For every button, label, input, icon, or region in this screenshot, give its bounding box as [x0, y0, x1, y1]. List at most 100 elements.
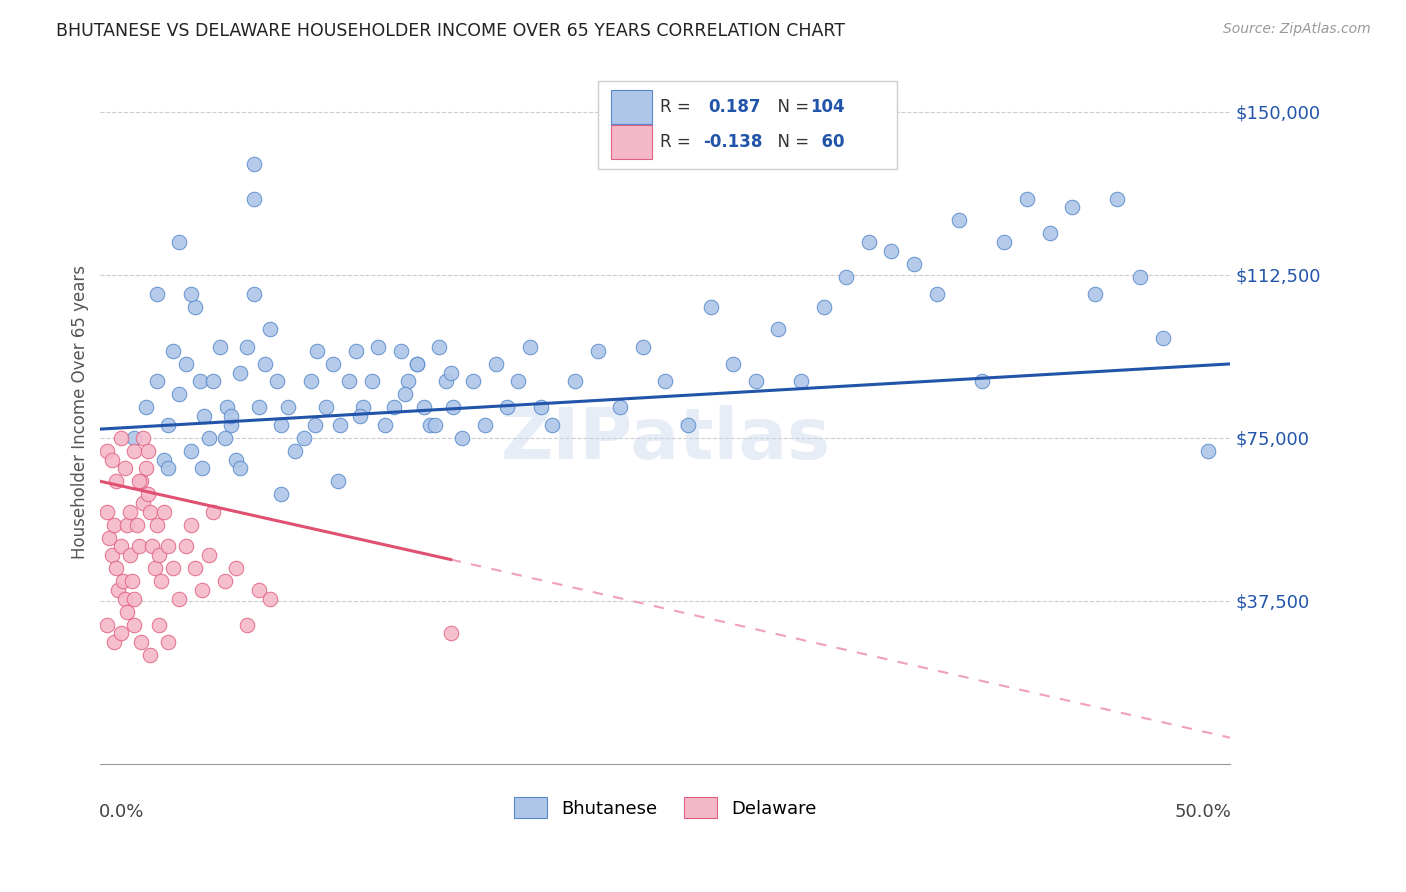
Point — [139, 648, 162, 662]
Point — [360, 374, 382, 388]
FancyBboxPatch shape — [612, 90, 652, 124]
Point — [496, 401, 519, 415]
Point — [790, 374, 813, 388]
Point — [326, 475, 349, 489]
Point — [394, 387, 416, 401]
Point — [169, 235, 191, 249]
Point — [209, 339, 232, 353]
Point — [405, 357, 427, 371]
Point — [128, 475, 150, 489]
Point — [236, 339, 259, 353]
Point — [157, 540, 180, 554]
Point — [389, 343, 412, 358]
Point — [125, 517, 148, 532]
Point — [508, 374, 530, 388]
Point — [114, 591, 136, 606]
Text: 50.0%: 50.0% — [1174, 803, 1232, 821]
Text: 60: 60 — [810, 133, 845, 151]
Point — [100, 452, 122, 467]
Text: R =: R = — [659, 133, 696, 151]
Point — [463, 374, 485, 388]
Point — [1038, 227, 1060, 241]
Point — [519, 339, 541, 353]
Point — [315, 401, 337, 415]
Point — [184, 301, 207, 315]
Point — [247, 582, 270, 597]
Point — [304, 417, 326, 432]
Point — [110, 431, 132, 445]
Point — [98, 531, 121, 545]
Point — [405, 357, 427, 371]
Point — [813, 301, 835, 315]
Point — [174, 357, 197, 371]
Point — [299, 374, 322, 388]
Point — [135, 401, 157, 415]
Point — [152, 505, 174, 519]
Point — [419, 417, 441, 432]
Point — [277, 401, 299, 415]
Point — [117, 605, 139, 619]
Point — [243, 157, 266, 171]
Y-axis label: Householder Income Over 65 years: Householder Income Over 65 years — [72, 265, 89, 558]
Point — [103, 635, 125, 649]
Point — [157, 417, 180, 432]
Point — [229, 461, 252, 475]
Point — [631, 339, 654, 353]
Point — [188, 374, 211, 388]
Point — [122, 617, 145, 632]
Point — [530, 401, 553, 415]
Legend: Bhutanese, Delaware: Bhutanese, Delaware — [508, 790, 824, 825]
Point — [352, 401, 374, 415]
Point — [259, 591, 281, 606]
Text: -0.138: -0.138 — [703, 133, 762, 151]
Point — [225, 561, 247, 575]
Point — [768, 322, 790, 336]
Point — [270, 487, 292, 501]
Point — [148, 548, 170, 562]
Point — [143, 561, 166, 575]
Point — [1062, 201, 1084, 215]
Point — [451, 431, 474, 445]
Point — [1152, 331, 1174, 345]
Text: ZIPatlas: ZIPatlas — [501, 405, 831, 475]
Point — [329, 417, 352, 432]
Text: Source: ZipAtlas.com: Source: ZipAtlas.com — [1223, 22, 1371, 37]
Point — [609, 401, 631, 415]
FancyBboxPatch shape — [612, 125, 652, 159]
Point — [541, 417, 564, 432]
Point — [214, 574, 236, 589]
Point — [146, 517, 169, 532]
Point — [129, 635, 152, 649]
Point — [121, 574, 143, 589]
Point — [337, 374, 360, 388]
Point — [349, 409, 371, 423]
Point — [259, 322, 281, 336]
Point — [103, 517, 125, 532]
Point — [344, 343, 367, 358]
Point — [96, 505, 118, 519]
Point — [1084, 287, 1107, 301]
Text: BHUTANESE VS DELAWARE HOUSEHOLDER INCOME OVER 65 YEARS CORRELATION CHART: BHUTANESE VS DELAWARE HOUSEHOLDER INCOME… — [56, 22, 845, 40]
Point — [423, 417, 446, 432]
Point — [96, 617, 118, 632]
Point — [118, 505, 141, 519]
Point — [412, 401, 434, 415]
Point — [100, 548, 122, 562]
Point — [150, 574, 173, 589]
Point — [146, 374, 169, 388]
Point — [474, 417, 496, 432]
Point — [948, 213, 970, 227]
Point — [367, 339, 389, 353]
Point — [157, 635, 180, 649]
Point — [191, 461, 214, 475]
Point — [139, 505, 162, 519]
Point — [148, 617, 170, 632]
Point — [322, 357, 344, 371]
Point — [266, 374, 288, 388]
Text: R =: R = — [659, 98, 702, 116]
Point — [374, 417, 396, 432]
Point — [903, 257, 925, 271]
Point — [136, 487, 159, 501]
Point — [307, 343, 329, 358]
Point — [586, 343, 609, 358]
